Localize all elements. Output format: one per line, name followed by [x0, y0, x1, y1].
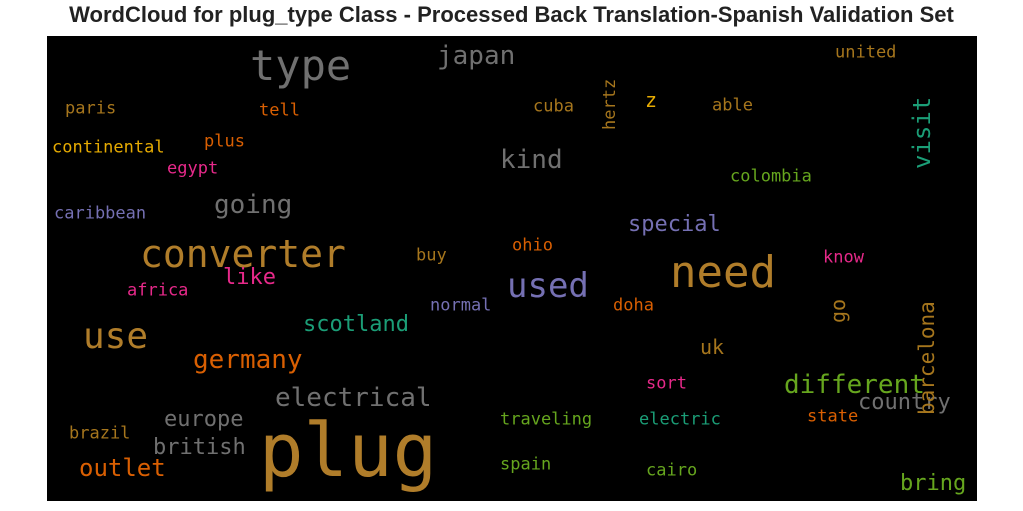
word-uk: uk	[700, 335, 725, 359]
word-egypt: egypt	[167, 158, 219, 179]
word-able: able	[712, 95, 753, 116]
word-know: know	[823, 247, 864, 268]
word-cuba: cuba	[533, 96, 574, 117]
word-electrical: electrical	[275, 383, 432, 413]
word-japan: japan	[437, 41, 516, 71]
word-go: go	[826, 298, 850, 323]
word-africa: africa	[127, 280, 189, 301]
word-bring: bring	[900, 471, 967, 496]
word-spain: spain	[500, 454, 552, 475]
word-country: country	[858, 390, 951, 415]
chart-title: WordCloud for plug_type Class - Processe…	[69, 2, 954, 27]
word-cairo: cairo	[646, 460, 698, 481]
word-ohio: ohio	[512, 235, 553, 256]
word-plug: plug	[259, 408, 438, 494]
word-used: used	[507, 266, 589, 306]
word-buy: buy	[416, 245, 447, 266]
word-continental: continental	[52, 137, 165, 158]
word-europe: europe	[164, 407, 244, 432]
word-hertz: hertz	[600, 78, 620, 130]
word-brazil: brazil	[69, 423, 131, 444]
word-outlet: outlet	[79, 454, 166, 482]
word-doha: doha	[613, 295, 654, 316]
word-scotland: scotland	[303, 312, 409, 337]
word-normal: normal	[430, 295, 492, 316]
word-state: state	[807, 406, 859, 427]
word-tell: tell	[259, 100, 300, 121]
word-kind: kind	[500, 145, 563, 175]
word-like: like	[223, 265, 276, 290]
word-british: british	[153, 435, 246, 460]
word-special: special	[628, 212, 721, 237]
word-paris: paris	[65, 98, 117, 119]
word-sort: sort	[646, 373, 687, 394]
word-caribbean: caribbean	[54, 203, 147, 224]
word-electric: electric	[639, 409, 721, 430]
word-colombia: colombia	[730, 166, 812, 187]
word-traveling: traveling	[500, 409, 593, 430]
word-type: type	[250, 41, 352, 90]
word-different: different	[784, 370, 925, 400]
word-need: need	[670, 247, 776, 298]
word-barcelona: barcelona	[915, 300, 939, 415]
word-visit: visit	[908, 96, 936, 169]
word-converter: converter	[140, 232, 346, 276]
word-z: z	[645, 88, 658, 112]
word-germany: germany	[193, 345, 303, 375]
word-plus: plus	[204, 131, 245, 152]
word-going: going	[214, 190, 293, 220]
wordcloud-canvas: plug need type converter use used japan kind goi…	[47, 36, 977, 501]
word-use: use	[83, 316, 149, 357]
word-united: united	[835, 42, 897, 63]
